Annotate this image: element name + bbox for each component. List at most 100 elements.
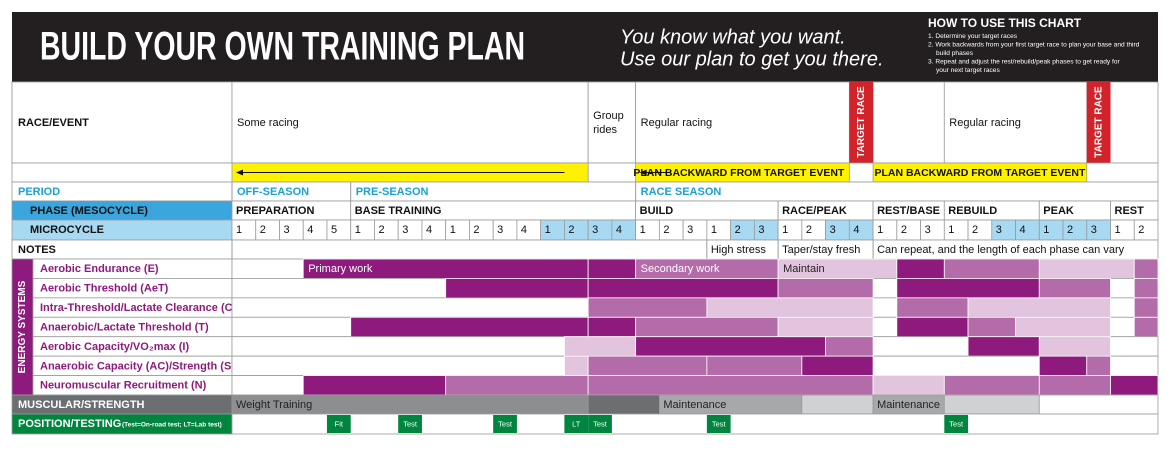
- test-label: LT: [572, 419, 581, 428]
- test-mark: [398, 415, 422, 433]
- intensity-bar: [445, 375, 589, 396]
- intensity-bar: [635, 336, 826, 357]
- intensity-bar: [896, 278, 1040, 299]
- microcycle: 1: [450, 224, 456, 236]
- intensity-bar: [943, 375, 1040, 396]
- test-label: Test: [712, 419, 727, 428]
- microcycle: 4: [307, 224, 313, 236]
- energy-row-label: Anaerobic/Lactate Threshold (T): [40, 321, 209, 333]
- row-label: NOTES: [18, 244, 56, 256]
- intensity-bar: [564, 355, 589, 376]
- work-label: Secondary work: [641, 263, 720, 275]
- intensity-bar: [587, 278, 779, 299]
- microcycle: 4: [853, 224, 859, 236]
- test-label: Test: [498, 419, 513, 428]
- cell: [231, 81, 589, 164]
- microcycle: 2: [806, 224, 812, 236]
- note: Taper/stay fresh: [782, 244, 860, 256]
- intensity-bar: [896, 316, 969, 338]
- microcycle: 3: [830, 224, 836, 236]
- microcycle: 1: [1115, 224, 1121, 236]
- strength: Maintenance: [663, 399, 726, 411]
- event: rides: [593, 124, 617, 136]
- microcycle: 2: [1138, 224, 1144, 236]
- microcycle: 1: [236, 224, 242, 236]
- strength: Weight Training: [236, 399, 312, 411]
- intensity-bar: [872, 375, 945, 396]
- tagline: You know what you want.: [620, 26, 846, 48]
- microcycle: 1: [948, 224, 954, 236]
- energy-row-label: Aerobic Endurance (E): [40, 263, 159, 275]
- microcycle: 3: [283, 224, 289, 236]
- intensity-bar: [1086, 355, 1111, 376]
- test-mark: [706, 415, 731, 433]
- microcycle: 1: [711, 224, 717, 236]
- microcycle: 1: [1043, 224, 1049, 236]
- test-mark: [564, 415, 589, 433]
- intensity-bar: [1133, 316, 1159, 338]
- intensity-bar: [706, 297, 874, 318]
- phase: BASE TRAINING: [355, 205, 442, 217]
- target-race: [1086, 82, 1111, 182]
- header-band: [12, 12, 1158, 82]
- cell: [587, 81, 637, 164]
- energy-row-label: Aerobic Capacity/VO₂max (I): [40, 341, 189, 353]
- test-label: Fit: [335, 419, 344, 428]
- phase: REST: [1115, 205, 1145, 217]
- phase: PREPARATION: [236, 205, 314, 217]
- intensity-bar: [587, 375, 874, 396]
- plan-backward: PLAN BACKWARD FROM TARGET EVENT: [633, 167, 845, 179]
- how-to-step: 2. Work backwards from your first target…: [928, 41, 1140, 48]
- microcycle: 5: [331, 224, 337, 236]
- intensity-bar: [587, 297, 708, 318]
- microcycle: 1: [355, 224, 361, 236]
- row-label: POSITION/TESTING: [18, 418, 121, 430]
- microcycle: 2: [473, 224, 479, 236]
- microcycle: 2: [663, 224, 669, 236]
- test-mark: [944, 415, 969, 433]
- intensity-bar: [350, 316, 589, 338]
- intensity-bar: [635, 316, 779, 338]
- phase: RACE/PEAK: [782, 205, 847, 217]
- intensity-bar: [943, 258, 1040, 279]
- arrow-head: [639, 169, 647, 176]
- phase: BUILD: [640, 205, 674, 217]
- microcycle: 2: [568, 224, 574, 236]
- energy-row-label: Anaerobic Capacity (AC)/Strength (S): [40, 360, 235, 372]
- strength-bar: [587, 394, 660, 415]
- row-label: PHASE (MESOCYCLE): [30, 205, 148, 217]
- microcycle: 2: [901, 224, 907, 236]
- microcycle: 1: [877, 224, 883, 236]
- intensity-bar: [1133, 278, 1159, 299]
- intensity-bar: [587, 258, 637, 279]
- intensity-bar: [967, 316, 1016, 338]
- intensity-bar: [587, 355, 708, 376]
- intensity-bar: [1133, 297, 1159, 318]
- microcycle: 3: [497, 224, 503, 236]
- microcycle: 2: [1067, 224, 1073, 236]
- intensity-bar: [1038, 336, 1111, 357]
- phase: REST/BASE: [877, 205, 940, 217]
- event: Some racing: [237, 117, 299, 129]
- intensity-bar: [967, 336, 1040, 357]
- microcycle: 1: [545, 224, 551, 236]
- test-label: Test: [593, 419, 608, 428]
- title: BUILD YOUR OWN TRAINING PLAN: [40, 25, 525, 69]
- intensity-bar: [1038, 258, 1135, 279]
- work-label: Maintain: [783, 263, 825, 275]
- cell: [11, 81, 233, 164]
- microcycle: 2: [378, 224, 384, 236]
- intensity-bar: [445, 278, 589, 299]
- intensity-bar: [777, 278, 874, 299]
- row-label: PERIOD: [18, 186, 60, 198]
- how-to-title: HOW TO USE THIS CHART: [928, 16, 1082, 30]
- tagline: Use our plan to get you there.: [620, 48, 884, 70]
- intensity-bar: [1038, 278, 1111, 299]
- how-to-step: your next target races: [936, 67, 1000, 74]
- event: Regular racing: [641, 117, 713, 129]
- event: Group: [593, 110, 624, 122]
- intensity-bar: [825, 336, 874, 357]
- target-race-label: TARGET RACE: [856, 86, 867, 158]
- energy-label: ENERGY SYSTEMS: [17, 280, 28, 373]
